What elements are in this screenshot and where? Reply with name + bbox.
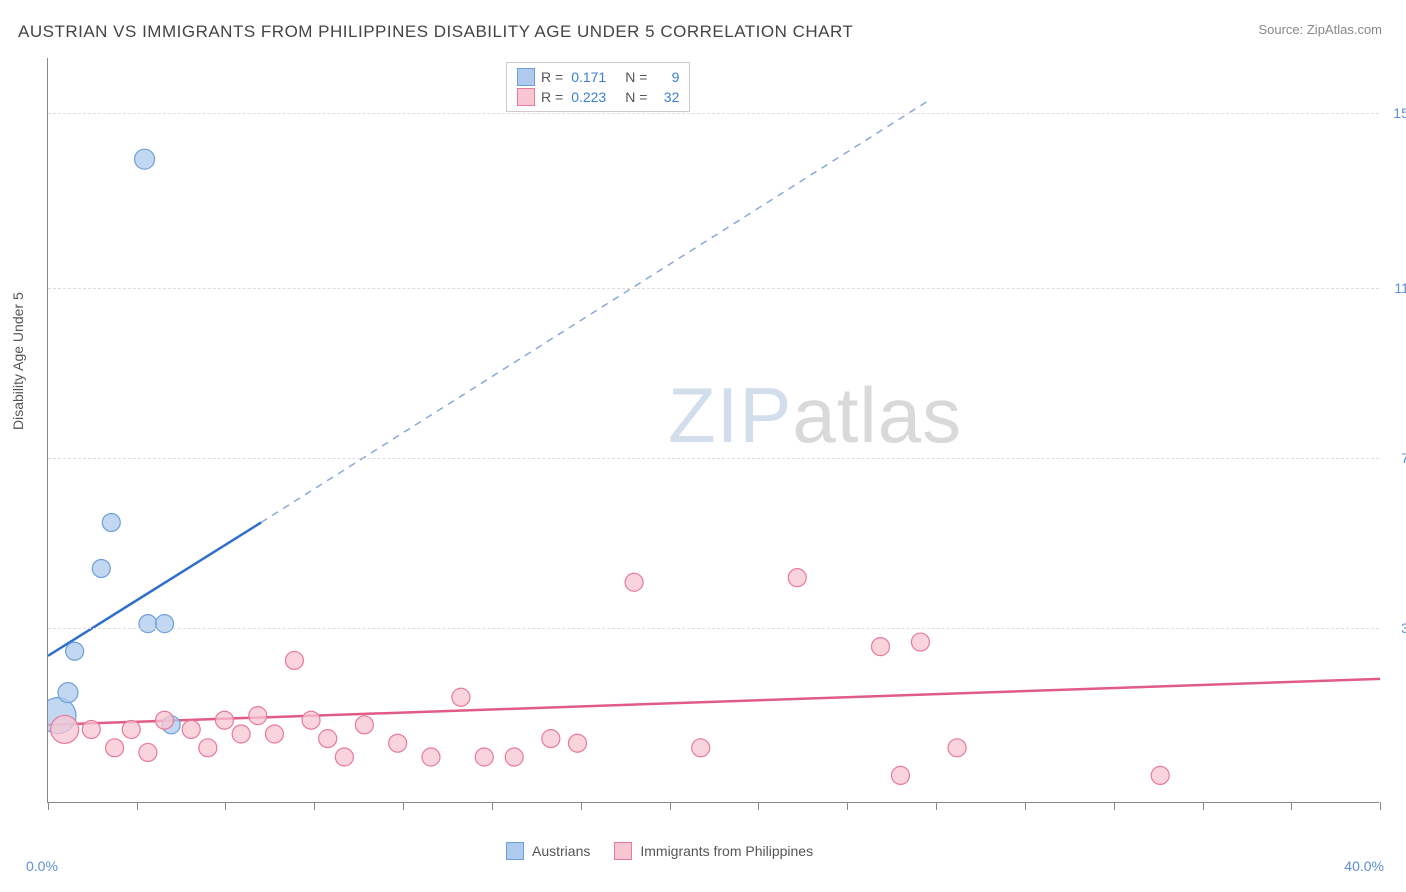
legend-n-value: 9 (655, 69, 679, 85)
grid-line (48, 113, 1379, 114)
data-point (1151, 766, 1169, 784)
legend-series: Austrians Immigrants from Philippines (506, 842, 813, 860)
data-point (872, 638, 890, 656)
data-point (92, 559, 110, 577)
legend-swatch (614, 842, 632, 860)
data-point (302, 711, 320, 729)
grid-line (48, 288, 1379, 289)
legend-swatch (517, 68, 535, 86)
data-point (182, 720, 200, 738)
data-point (452, 688, 470, 706)
legend-swatch (517, 88, 535, 106)
x-tick (1114, 802, 1115, 810)
data-point (106, 739, 124, 757)
x-tick (1203, 802, 1204, 810)
legend-r-label: R = (541, 89, 563, 105)
x-tick (1291, 802, 1292, 810)
y-tick-label: 11.2% (1383, 280, 1406, 296)
data-point (232, 725, 250, 743)
data-point (122, 720, 140, 738)
legend-n-value: 32 (655, 89, 679, 105)
x-tick (1025, 802, 1026, 810)
data-point (319, 730, 337, 748)
x-tick (492, 802, 493, 810)
legend-series-item: Austrians (506, 842, 590, 860)
x-tick (847, 802, 848, 810)
data-point (139, 743, 157, 761)
x-tick (758, 802, 759, 810)
data-point (51, 715, 79, 743)
data-point (102, 513, 120, 531)
data-point (66, 642, 84, 660)
legend-stat-row: R = 0.171 N = 9 (517, 67, 679, 87)
data-point (389, 734, 407, 752)
data-point (139, 615, 157, 633)
grid-line (48, 458, 1379, 459)
x-tick (403, 802, 404, 810)
data-point (58, 683, 78, 703)
legend-swatch (506, 842, 524, 860)
legend-r-value: 0.223 (571, 89, 619, 105)
scatter-plot-svg (48, 58, 1380, 803)
data-point (215, 711, 233, 729)
y-tick-label: 7.5% (1383, 450, 1406, 466)
legend-series-item: Immigrants from Philippines (614, 842, 813, 860)
data-point (911, 633, 929, 651)
data-point (568, 734, 586, 752)
data-point (542, 730, 560, 748)
data-point (788, 569, 806, 587)
legend-series-label: Austrians (532, 843, 590, 859)
trend-line-solid (48, 522, 261, 655)
data-point (265, 725, 283, 743)
legend-n-label: N = (625, 89, 647, 105)
data-point (249, 707, 267, 725)
y-tick-label: 3.8% (1383, 620, 1406, 636)
data-point (505, 748, 523, 766)
x-tick (936, 802, 937, 810)
source-attribution: Source: ZipAtlas.com (1258, 22, 1382, 37)
legend-stats: R = 0.171 N = 9 R = 0.223 N = 32 (506, 62, 690, 112)
data-point (135, 149, 155, 169)
data-point (156, 711, 174, 729)
y-tick-label: 15.0% (1383, 105, 1406, 121)
data-point (199, 739, 217, 757)
x-tick (48, 802, 49, 810)
data-point (422, 748, 440, 766)
legend-r-value: 0.171 (571, 69, 619, 85)
plot-area: 3.8%7.5%11.2%15.0% (47, 58, 1379, 803)
data-point (891, 766, 909, 784)
x-tick (1380, 802, 1381, 810)
x-tick (137, 802, 138, 810)
legend-n-label: N = (625, 69, 647, 85)
legend-r-label: R = (541, 69, 563, 85)
data-point (335, 748, 353, 766)
data-point (285, 651, 303, 669)
x-tick (581, 802, 582, 810)
data-point (355, 716, 373, 734)
x-max-label: 40.0% (1344, 858, 1384, 874)
data-point (156, 615, 174, 633)
x-tick (670, 802, 671, 810)
data-point (475, 748, 493, 766)
grid-line (48, 628, 1379, 629)
data-point (948, 739, 966, 757)
x-min-label: 0.0% (26, 858, 58, 874)
data-point (82, 720, 100, 738)
chart-title: AUSTRIAN VS IMMIGRANTS FROM PHILIPPINES … (18, 22, 853, 42)
trend-line-solid (48, 679, 1380, 725)
y-axis-title: Disability Age Under 5 (10, 292, 26, 430)
data-point (692, 739, 710, 757)
x-tick (225, 802, 226, 810)
x-tick (314, 802, 315, 810)
legend-series-label: Immigrants from Philippines (640, 843, 813, 859)
data-point (625, 573, 643, 591)
legend-stat-row: R = 0.223 N = 32 (517, 87, 679, 107)
